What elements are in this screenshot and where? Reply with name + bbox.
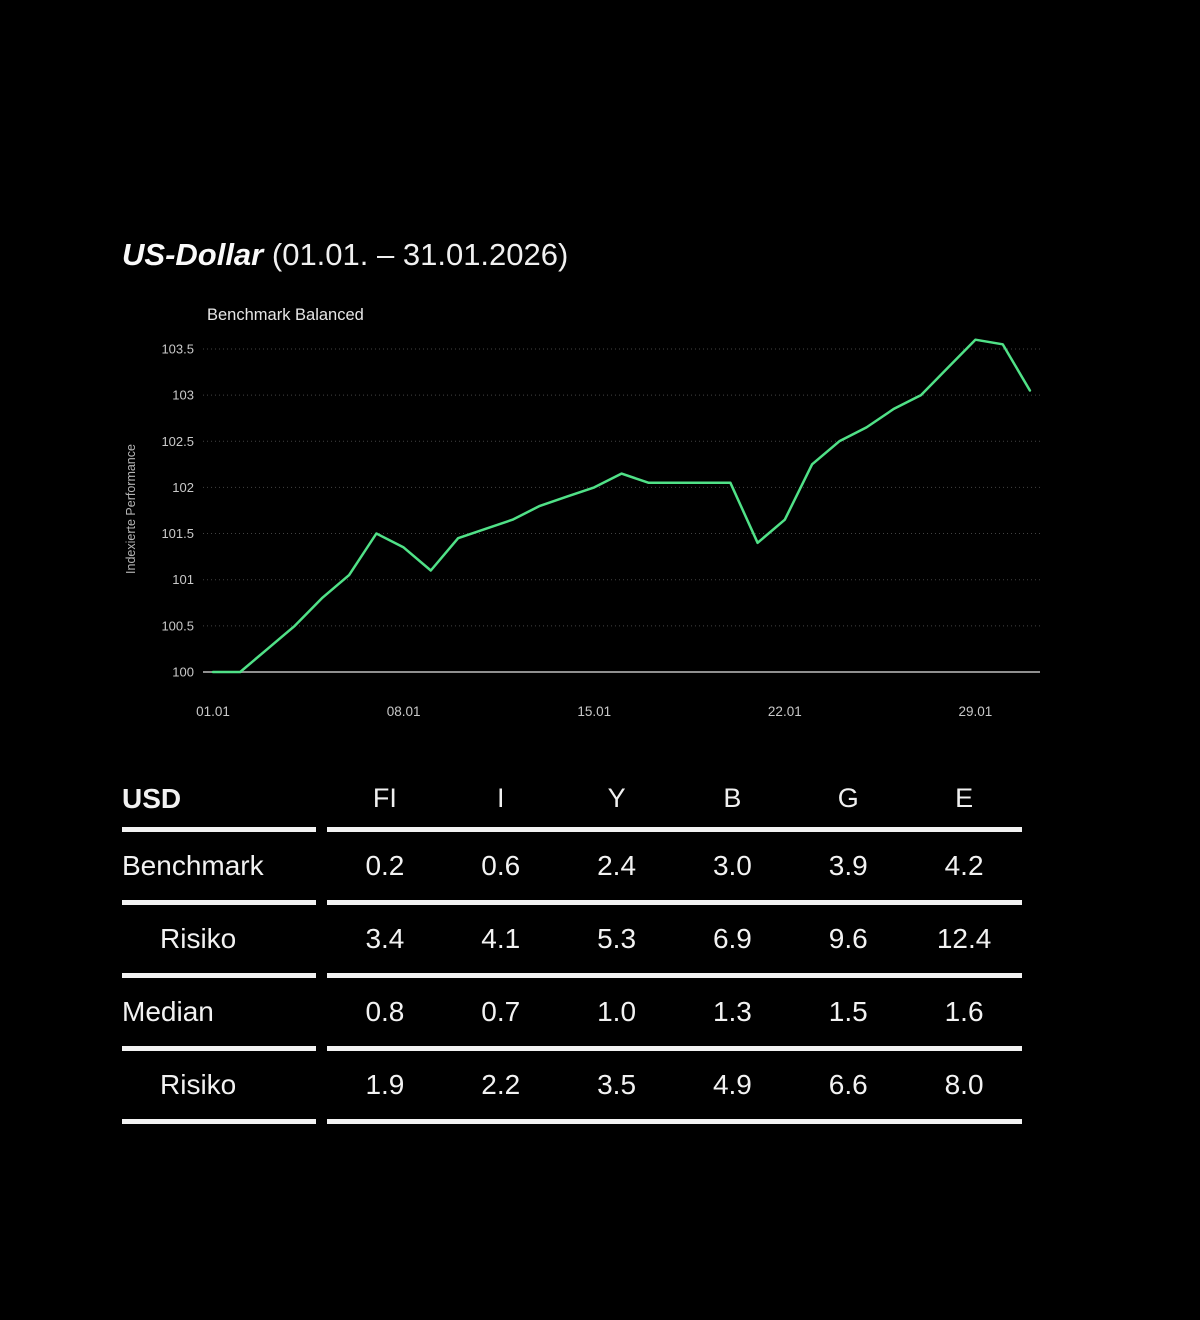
- table-cell: 3.5: [597, 1069, 637, 1100]
- table-cell: 3.9: [828, 850, 868, 881]
- table-cell: 3.4: [365, 923, 405, 954]
- table-cell: 1.9: [365, 1069, 405, 1100]
- table-header-row: USD FI I Y B G E: [122, 770, 1022, 832]
- column-header: G: [837, 783, 859, 813]
- column-header: I: [496, 783, 505, 813]
- table-row-median: Median 0.8 0.7 1.0 1.3 1.5 1.6: [122, 978, 1022, 1051]
- table-cell: 1.0: [597, 996, 637, 1027]
- row-label: Benchmark: [122, 832, 316, 905]
- table-cell: 2.2: [481, 1069, 521, 1100]
- y-tick-label: 103: [172, 388, 194, 403]
- table-cell: 0.2: [365, 850, 405, 881]
- table-cell: 6.9: [712, 923, 752, 954]
- x-tick-label: 15.01: [577, 704, 611, 719]
- column-header: FI: [372, 783, 397, 813]
- row-values: 0.2 0.6 2.4 3.0 3.9 4.2: [327, 832, 1022, 905]
- table-cell: 9.6: [828, 923, 868, 954]
- table-row-median-risiko: Risiko 1.9 2.2 3.5 4.9 6.6 8.0: [122, 1051, 1022, 1124]
- y-tick-label: 102: [172, 480, 194, 495]
- y-tick-label: 102.5: [161, 434, 194, 449]
- table-cell: 0.6: [481, 850, 521, 881]
- table-cell: 2.4: [597, 850, 637, 881]
- table-cell: 0.8: [365, 996, 405, 1027]
- table-cell: 5.3: [597, 923, 637, 954]
- table-cell: 6.6: [828, 1069, 868, 1100]
- column-header: Y: [607, 783, 626, 813]
- table-row-benchmark: Benchmark 0.2 0.6 2.4 3.0 3.9 4.2: [122, 832, 1022, 905]
- table-cell: 1.5: [828, 996, 868, 1027]
- row-values: 3.4 4.1 5.3 6.9 9.6 12.4: [327, 905, 1022, 978]
- row-values: 0.8 0.7 1.0 1.3 1.5 1.6: [327, 978, 1022, 1051]
- y-tick-label: 101.5: [161, 526, 194, 541]
- page-title: US-Dollar (01.01. – 31.01.2026): [122, 237, 569, 272]
- column-header: B: [723, 783, 742, 813]
- title-period: (01.01. – 31.01.2026): [271, 237, 569, 272]
- y-tick-label: 103.5: [161, 341, 194, 356]
- table-cell: 1.6: [944, 996, 984, 1027]
- chart-series-label: Benchmark Balanced: [207, 306, 364, 324]
- table-cell: 12.4: [936, 923, 992, 954]
- table-row-benchmark-risiko: Risiko 3.4 4.1 5.3 6.9 9.6 12.4: [122, 905, 1022, 978]
- y-tick-label: 101: [172, 572, 194, 587]
- performance-table: USD FI I Y B G E Benchmark 0.2 0.6 2.4 3…: [122, 770, 1022, 1124]
- table-cell: 8.0: [944, 1069, 984, 1100]
- row-values: 1.9 2.2 3.5 4.9 6.6 8.0: [327, 1051, 1022, 1124]
- column-header: E: [955, 783, 974, 813]
- table-cell: 4.1: [481, 923, 521, 954]
- x-tick-label: 08.01: [387, 704, 421, 719]
- table-header-columns: FI I Y B G E: [327, 770, 1022, 832]
- table-cell: 4.9: [712, 1069, 752, 1100]
- y-tick-label: 100.5: [161, 618, 194, 633]
- table-corner-label: USD: [122, 770, 316, 832]
- row-label: Risiko: [122, 905, 316, 978]
- x-tick-label: 29.01: [959, 704, 993, 719]
- table-cell: 0.7: [481, 996, 521, 1027]
- x-tick-label: 22.01: [768, 704, 802, 719]
- row-label: Risiko: [122, 1051, 316, 1124]
- title-currency: US-Dollar: [122, 237, 264, 272]
- x-tick-label: 01.01: [196, 704, 230, 719]
- table-cell: 1.3: [712, 996, 752, 1027]
- performance-line-chart: 100 100.5 101 101.5 102 102.5 103 103.5 01.01 08.…: [161, 338, 1040, 719]
- table-cell: 3.0: [712, 850, 752, 881]
- y-tick-label: 100: [172, 665, 194, 680]
- benchmark-performance-line: [211, 338, 1032, 674]
- table-cell: 4.2: [944, 850, 984, 881]
- row-label: Median: [122, 978, 316, 1051]
